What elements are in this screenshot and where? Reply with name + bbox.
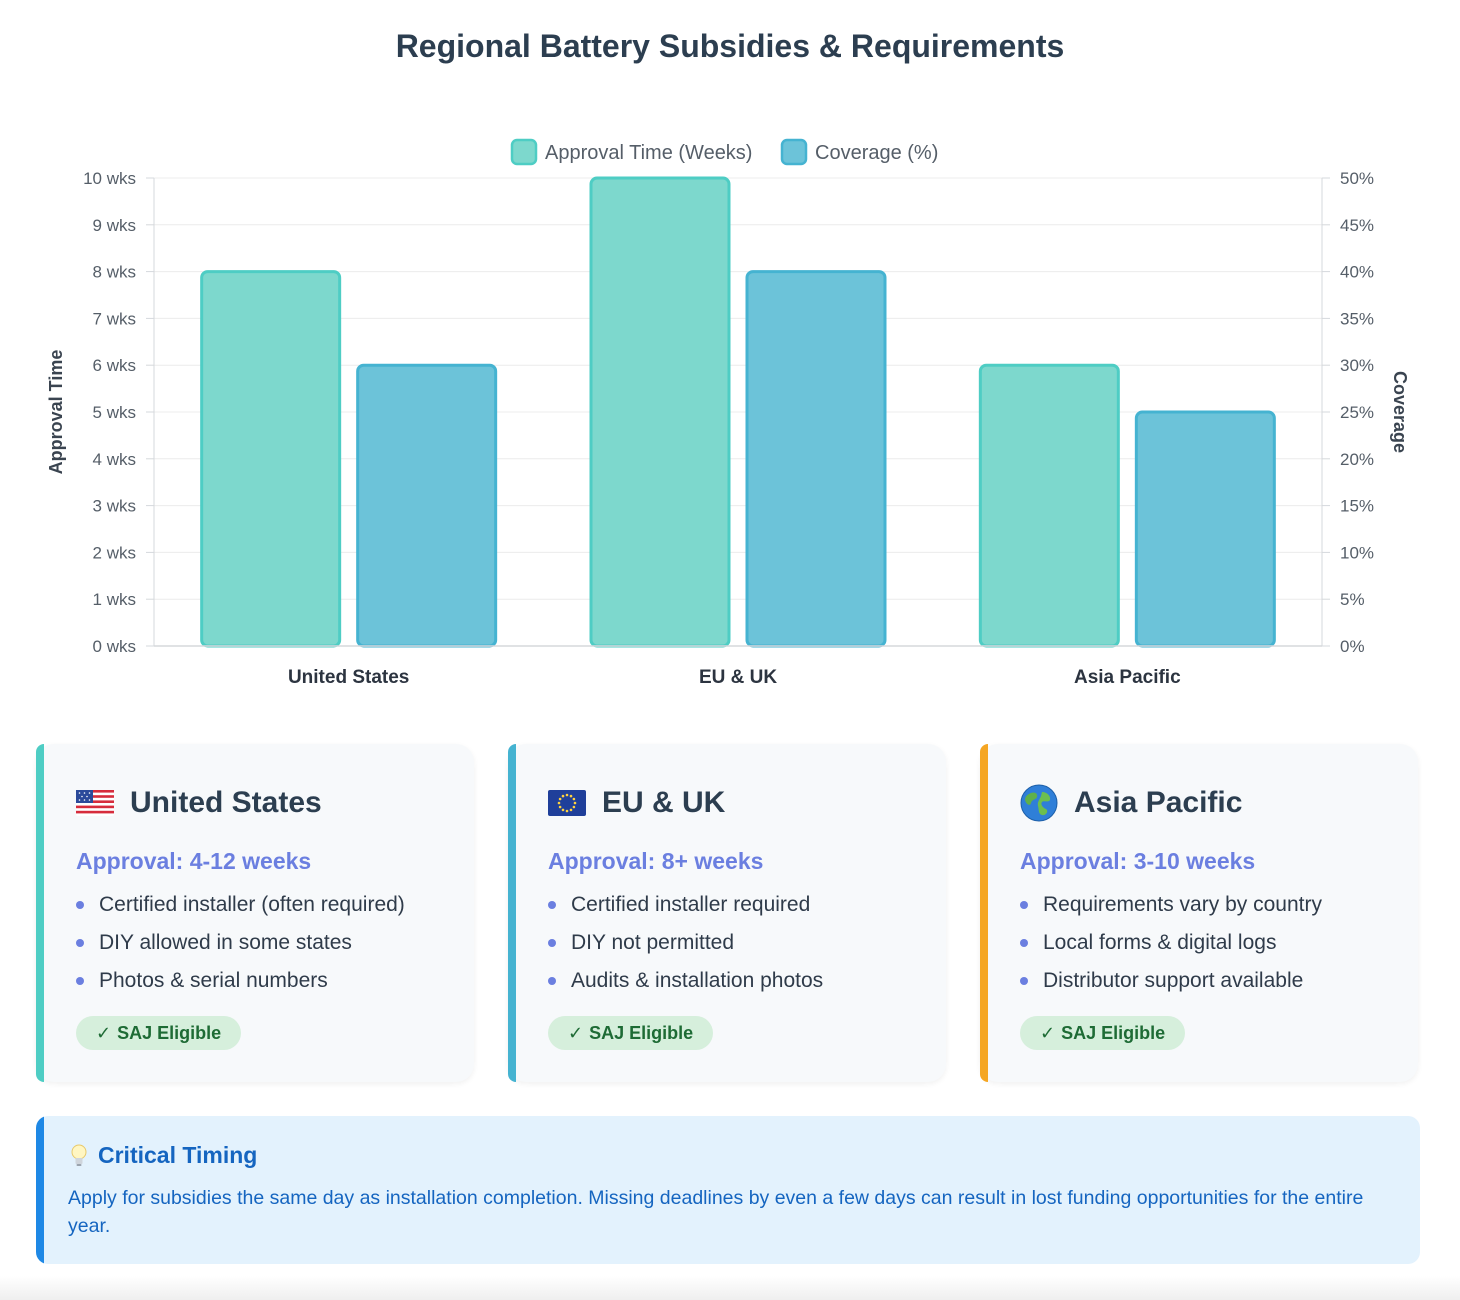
list-item: Certified installer required [548,886,823,924]
card-title: EU & UK [602,786,726,819]
requirements-list: Certified installer required DIY not per… [548,886,823,1000]
list-item-text: DIY not permitted [571,931,735,954]
y-tick-label: 9 wks [93,216,136,235]
check-icon: ✓ [96,1022,112,1043]
bullet-icon [1020,939,1028,947]
approval-time: Approval: 3-10 weeks [1020,848,1256,874]
list-item-text: Certified installer required [571,893,811,916]
region-card-us: United States Approval: 4-12 weeks Certi… [36,744,474,1082]
list-item: Audits & installation photos [548,962,823,1000]
y2-tick-label: 20% [1340,450,1374,469]
bar-approval-time [978,363,1120,648]
y-tick-label: 7 wks [93,309,136,328]
approval-time: Approval: 4-12 weeks [76,848,312,874]
y-tick-label: 4 wks [93,450,136,469]
requirements-list: Certified installer (often required) DIY… [76,886,405,1000]
region-card-apac: Asia Pacific Approval: 3-10 weeks Requir… [980,744,1418,1082]
card-title: Asia Pacific [1074,786,1243,819]
requirements-list: Requirements vary by country Local forms… [1020,886,1322,1000]
card-title: United States [130,786,322,819]
y2-tick-label: 30% [1340,356,1374,375]
y2-tick-label: 45% [1340,216,1374,235]
bullet-icon [1020,901,1028,909]
legend-swatch [510,138,538,166]
list-item: Requirements vary by country [1020,886,1322,924]
x-tick-label: United States [288,667,409,688]
legend-swatch [780,138,808,166]
bullet-icon [1020,977,1028,985]
region-card-eu: EU & UK Approval: 8+ weeks Certified ins… [508,744,946,1082]
bullet-icon [548,977,556,985]
y-tick-label: 0 wks [93,637,136,656]
check-icon: ✓ [1040,1022,1056,1043]
critical-timing-callout: Critical Timing Apply for subsidies the … [36,1116,1420,1264]
card-accent-stripe [508,744,516,1082]
y-tick-label: 1 wks [93,590,136,609]
y-tick-label: 3 wks [93,497,136,516]
list-item: Photos & serial numbers [76,962,405,1000]
subsidy-chart: 0 wks 1 wks 2 wks 3 wks 4 wks 5 wks 6 wks 7 wks… [46,138,1410,688]
badge-label: SAJ Eligible [589,1022,694,1043]
y-tick-label: 10 wks [83,169,136,188]
list-item: Certified installer (often required) [76,886,405,924]
callout-text: Apply for subsidies the same day as inst… [68,1187,1364,1237]
callout-accent-stripe [36,1116,44,1264]
list-item-text: Certified installer (often required) [99,893,405,916]
y2-tick-label: 15% [1340,497,1374,516]
list-item-text: DIY allowed in some states [99,931,352,954]
check-icon: ✓ [568,1022,584,1043]
page-title: Regional Battery Subsidies & Requirement… [395,28,1065,64]
legend-label: Approval Time (Weeks) [545,142,752,164]
x-tick-label: EU & UK [699,667,777,688]
legend-label: Coverage (%) [815,142,938,164]
eligibility-badge: ✓ SAJ Eligible [76,1016,242,1050]
list-item: Distributor support available [1020,962,1322,1000]
y-tick-label: 2 wks [93,543,136,562]
card-accent-stripe [36,744,44,1082]
y2-tick-label: 5% [1340,590,1365,609]
y-tick-label: 6 wks [93,356,136,375]
bar-approval-time [200,270,342,648]
y2-tick-label: 40% [1340,263,1374,282]
y2-tick-label: 10% [1340,543,1374,562]
y2-tick-label: 35% [1340,309,1374,328]
y2-tick-label: 25% [1340,403,1374,422]
bar-approval-time [589,176,731,648]
list-item-text: Distributor support available [1043,969,1304,992]
list-item-text: Audits & installation photos [571,969,824,992]
y2-tick-label: 50% [1340,169,1374,188]
bullet-icon [548,939,556,947]
y-axis-title: Approval Time [46,350,66,475]
bottom-edge-shade [0,1276,1460,1300]
globe-icon [1020,784,1058,822]
bar-coverage [745,270,887,648]
bullet-icon [76,901,84,909]
badge-label: SAJ Eligible [117,1022,222,1043]
bar-coverage [356,363,498,648]
y2-axis-title: Coverage [1390,371,1410,453]
callout-title: Critical Timing [98,1142,258,1168]
bar-coverage [1134,410,1276,648]
eligibility-badge: ✓ SAJ Eligible [548,1016,714,1050]
y2-tick-label: 0% [1340,637,1365,656]
approval-time: Approval: 8+ weeks [548,848,764,874]
y-tick-label: 5 wks [93,403,136,422]
list-item: DIY not permitted [548,924,823,962]
eligibility-badge: ✓ SAJ Eligible [1020,1016,1186,1050]
list-item: DIY allowed in some states [76,924,405,962]
bullet-icon [76,977,84,985]
y-tick-label: 8 wks [93,263,136,282]
eu-flag-icon [548,784,586,822]
list-item-text: Local forms & digital logs [1043,931,1277,954]
lightbulb-icon [68,1143,90,1169]
list-item-text: Requirements vary by country [1043,893,1322,916]
list-item: Local forms & digital logs [1020,924,1322,962]
us-flag-icon [76,784,114,822]
x-tick-label: Asia Pacific [1074,667,1181,688]
card-accent-stripe [980,744,988,1082]
bullet-icon [76,939,84,947]
bullet-icon [548,901,556,909]
list-item-text: Photos & serial numbers [99,969,328,992]
badge-label: SAJ Eligible [1061,1022,1166,1043]
